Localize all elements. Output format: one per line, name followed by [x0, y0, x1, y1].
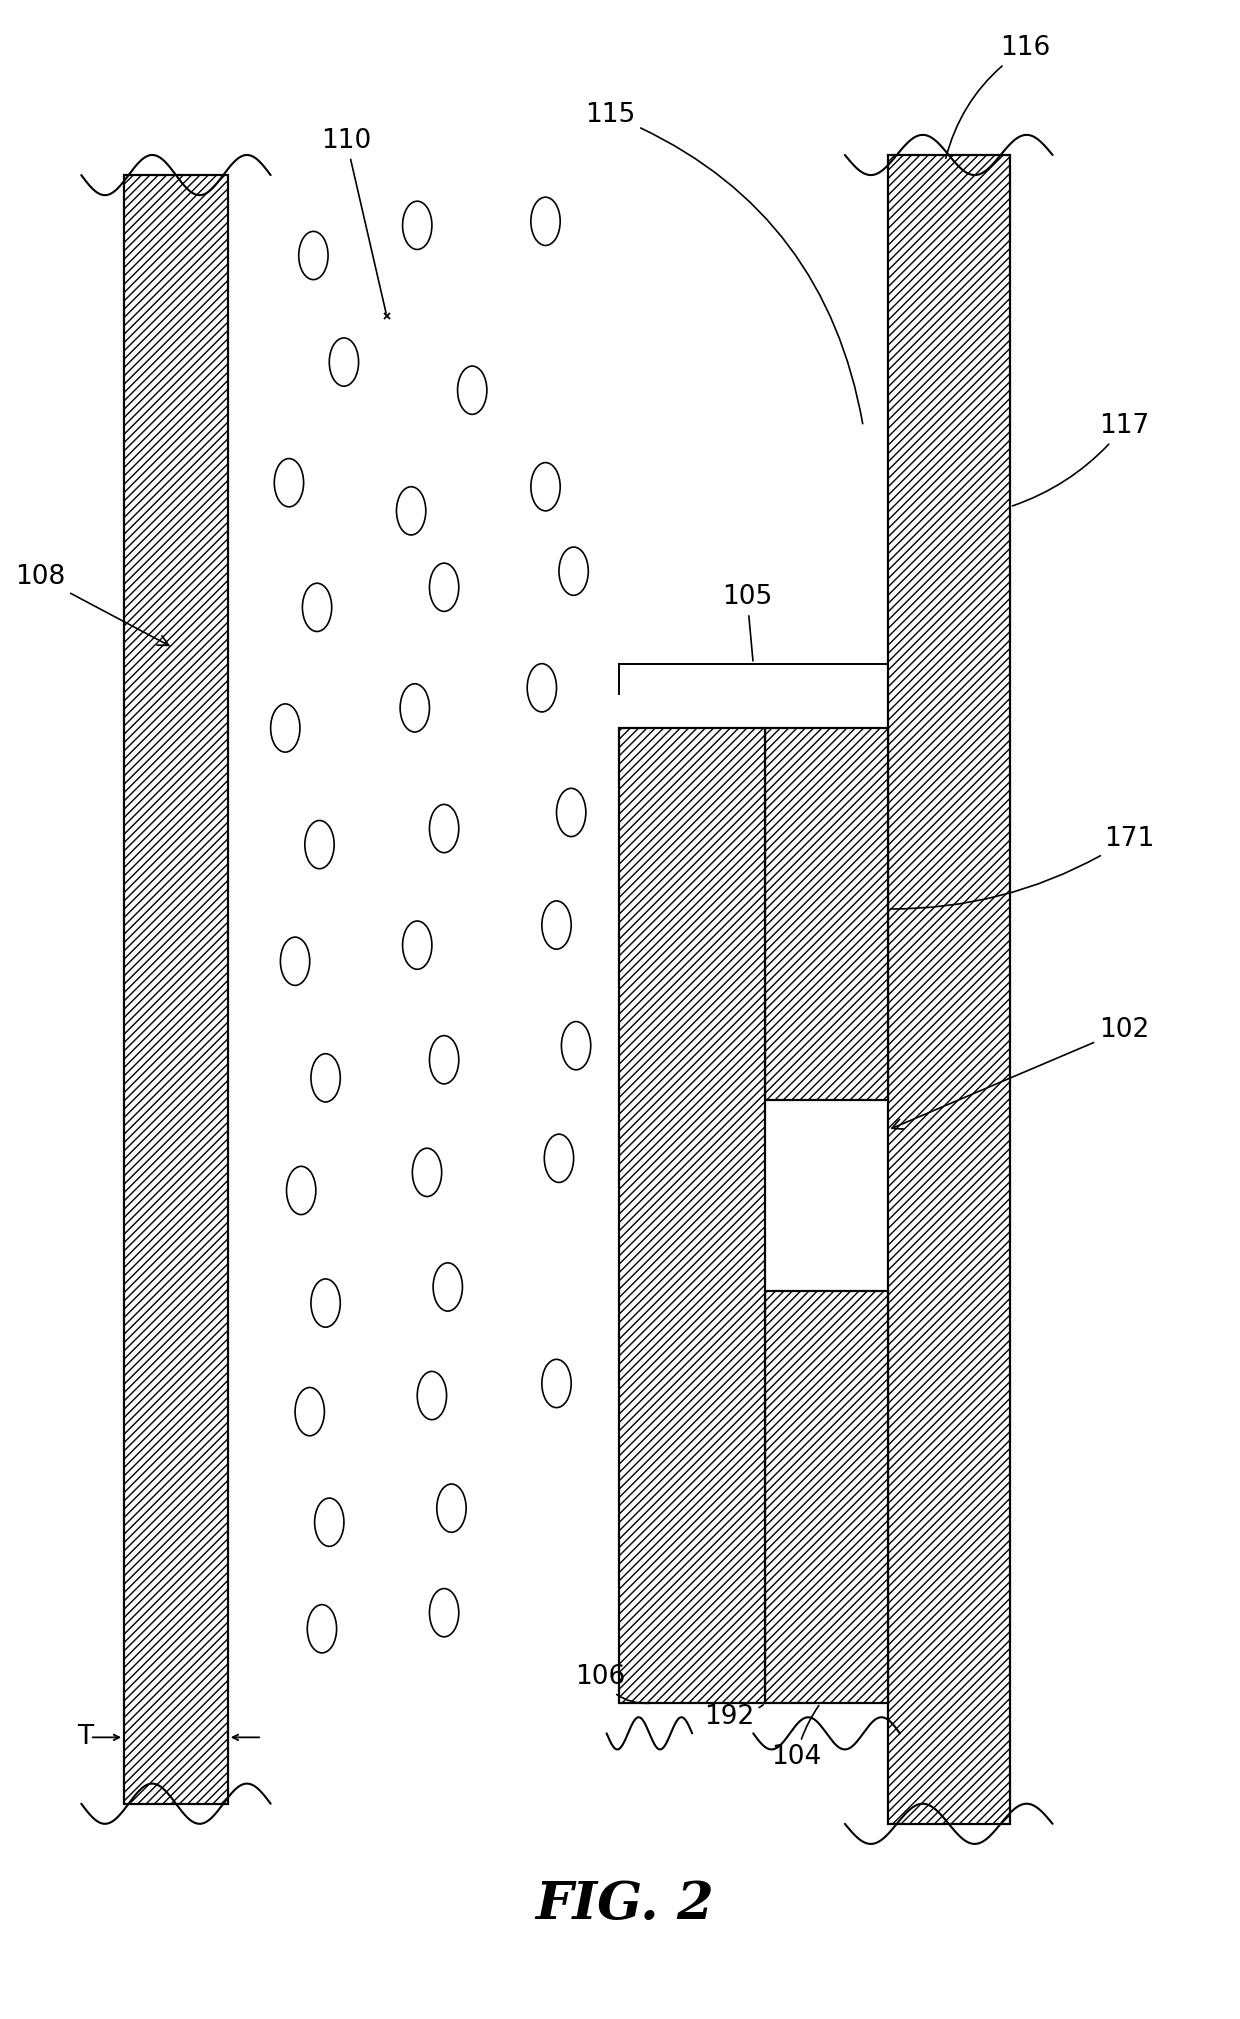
Bar: [888, 155, 1009, 1823]
Text: 171: 171: [890, 826, 1154, 909]
Text: 110: 110: [321, 127, 386, 313]
Bar: [619, 729, 765, 1704]
Text: FIG. 2: FIG. 2: [536, 1880, 714, 1930]
Bar: [765, 729, 888, 1100]
Text: 105: 105: [722, 583, 773, 660]
Text: 108: 108: [15, 563, 169, 646]
Bar: [124, 176, 228, 1803]
Text: 102: 102: [892, 1018, 1149, 1129]
Text: 106: 106: [575, 1664, 649, 1704]
Text: T: T: [77, 1724, 93, 1750]
Text: 115: 115: [585, 101, 863, 424]
Bar: [765, 1290, 888, 1704]
Text: 116: 116: [946, 36, 1050, 157]
Text: 192: 192: [703, 1704, 763, 1730]
Text: 117: 117: [1012, 414, 1149, 507]
Text: 104: 104: [771, 1706, 821, 1771]
